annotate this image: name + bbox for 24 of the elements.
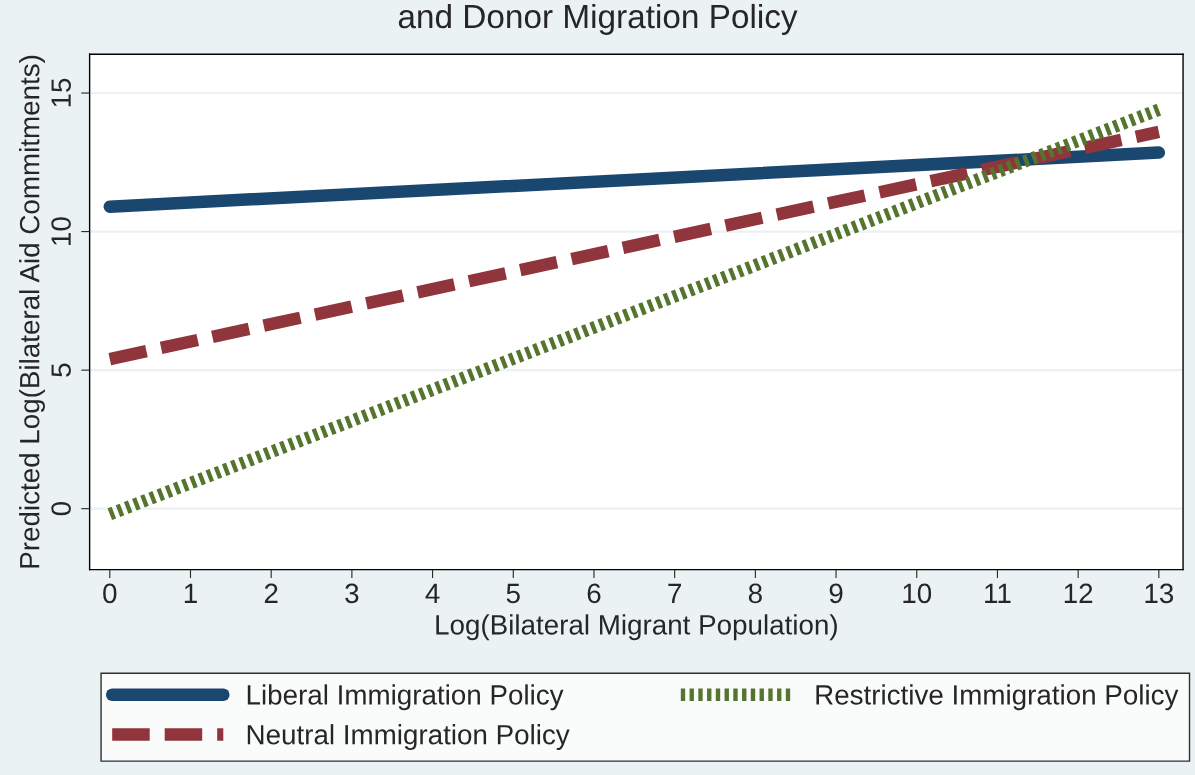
x-tick-label: 2 xyxy=(264,583,278,603)
x-tick-label: 4 xyxy=(425,583,440,603)
x-tick-label: 0 xyxy=(103,583,117,604)
legend-label: Restrictive Immigration Policy xyxy=(816,684,1179,711)
x-tick-label: 3 xyxy=(345,583,359,604)
x-tick-label: 11 xyxy=(985,583,1011,603)
legend-label: Neutral Immigration Policy xyxy=(247,724,570,750)
chart-title: and Donor Migration Policy xyxy=(398,3,798,35)
x-tick-label: 6 xyxy=(587,583,601,604)
x-tick-label: 12 xyxy=(1064,583,1093,603)
x-tick-label: 13 xyxy=(1145,583,1174,604)
legend-label: Liberal Immigration Policy xyxy=(247,684,564,711)
x-tick-label: 7 xyxy=(668,583,681,603)
x-axis-title: Log(Bilateral Migrant Population) xyxy=(436,614,837,641)
x-tick-label: 1 xyxy=(184,583,197,603)
y-axis-title: Predicted Log(Bilateral Aid Commitments) xyxy=(19,55,45,568)
x-tick-label: 8 xyxy=(748,583,762,604)
y-tick-label: 5 xyxy=(51,363,71,377)
x-tick-label: 9 xyxy=(829,583,843,604)
y-tick-label: 0 xyxy=(51,502,71,516)
y-tick-label: 15 xyxy=(51,78,71,107)
x-tick-label: 5 xyxy=(506,583,520,604)
x-tick-label: 10 xyxy=(903,583,932,604)
y-tick-label: 10 xyxy=(51,217,71,245)
